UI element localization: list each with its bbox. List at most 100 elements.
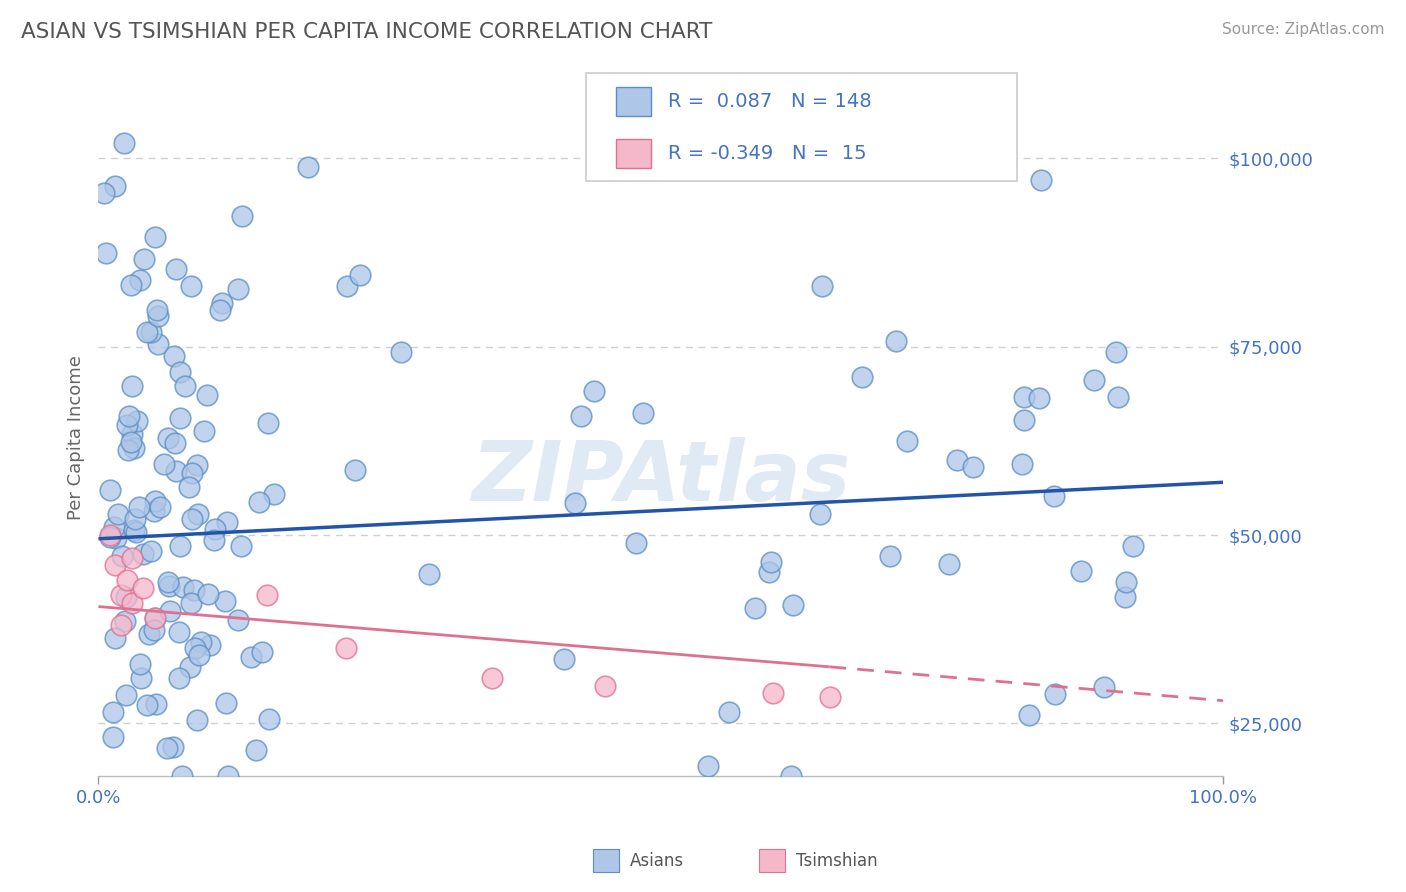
Point	[146, 309, 169, 323]
Point	[195, 387, 218, 401]
Point	[181, 512, 204, 526]
Point	[121, 426, 143, 441]
Point	[121, 277, 143, 292]
Point	[190, 635, 212, 649]
Point	[418, 567, 440, 582]
Point	[780, 769, 803, 783]
Text: Source: ZipAtlas.com: Source: ZipAtlas.com	[1222, 22, 1385, 37]
Point	[1092, 680, 1115, 694]
Point	[115, 590, 138, 604]
Text: R =  0.087   N = 148: R = 0.087 N = 148	[668, 92, 872, 112]
Point	[136, 698, 159, 712]
Point	[1011, 457, 1033, 471]
Point	[104, 558, 127, 573]
Point	[146, 303, 169, 318]
Point	[228, 613, 250, 627]
Point	[121, 596, 143, 610]
Point	[132, 547, 155, 561]
Point	[187, 507, 209, 521]
Point	[110, 588, 132, 602]
Point	[297, 160, 319, 174]
Point	[136, 325, 159, 339]
Point	[129, 671, 152, 685]
Point	[697, 758, 720, 772]
Point	[103, 519, 125, 533]
Point	[156, 741, 179, 756]
Point	[148, 336, 170, 351]
Point	[564, 496, 586, 510]
Point	[204, 522, 226, 536]
Point	[104, 631, 127, 645]
Point	[163, 349, 186, 363]
Point	[214, 594, 236, 608]
Point	[132, 581, 155, 595]
Point	[200, 638, 222, 652]
Point	[569, 409, 592, 423]
Point	[165, 464, 187, 478]
Point	[184, 641, 207, 656]
Point	[217, 769, 239, 783]
Point	[156, 431, 179, 445]
Point	[183, 582, 205, 597]
Point	[118, 409, 141, 423]
Point	[180, 466, 202, 480]
Point	[582, 384, 605, 398]
Point	[193, 424, 215, 438]
Point	[1070, 564, 1092, 578]
Point	[884, 334, 907, 348]
Point	[1083, 373, 1105, 387]
Point	[125, 414, 148, 428]
Point	[231, 209, 253, 223]
Point	[188, 648, 211, 662]
Point	[718, 706, 741, 720]
Point	[179, 660, 201, 674]
Point	[1104, 345, 1126, 359]
Point	[169, 671, 191, 685]
Point	[122, 523, 145, 537]
Point	[110, 618, 132, 632]
Point	[389, 345, 412, 359]
Point	[114, 614, 136, 628]
Point	[145, 697, 167, 711]
Point	[851, 370, 873, 384]
Point	[263, 487, 285, 501]
Point	[239, 649, 262, 664]
Point	[143, 494, 166, 508]
Point	[349, 268, 371, 282]
Point	[153, 458, 176, 472]
Point	[186, 713, 208, 727]
Point	[180, 596, 202, 610]
Point	[896, 434, 918, 449]
Point	[121, 550, 143, 565]
Point	[143, 611, 166, 625]
Point	[1114, 591, 1136, 605]
Point	[169, 365, 191, 379]
Point	[165, 262, 187, 277]
Point	[208, 302, 231, 317]
Point	[945, 453, 967, 467]
Point	[1043, 687, 1066, 701]
Point	[157, 575, 180, 590]
Point	[758, 566, 780, 580]
Point	[143, 503, 166, 517]
Point	[124, 512, 146, 526]
Point	[938, 558, 960, 572]
Point	[1014, 390, 1036, 404]
Point	[245, 743, 267, 757]
Point	[98, 530, 121, 544]
Point	[167, 625, 190, 640]
Point	[215, 515, 238, 529]
Point	[782, 599, 804, 613]
Point	[141, 544, 163, 558]
Point	[811, 278, 834, 293]
Point	[808, 507, 831, 521]
Point	[174, 378, 197, 392]
Point	[593, 679, 616, 693]
Point	[149, 500, 172, 514]
Point	[1115, 574, 1137, 589]
Point	[1012, 413, 1035, 427]
Point	[120, 434, 142, 449]
Point	[626, 536, 648, 550]
Point	[180, 279, 202, 293]
Point	[335, 640, 357, 655]
